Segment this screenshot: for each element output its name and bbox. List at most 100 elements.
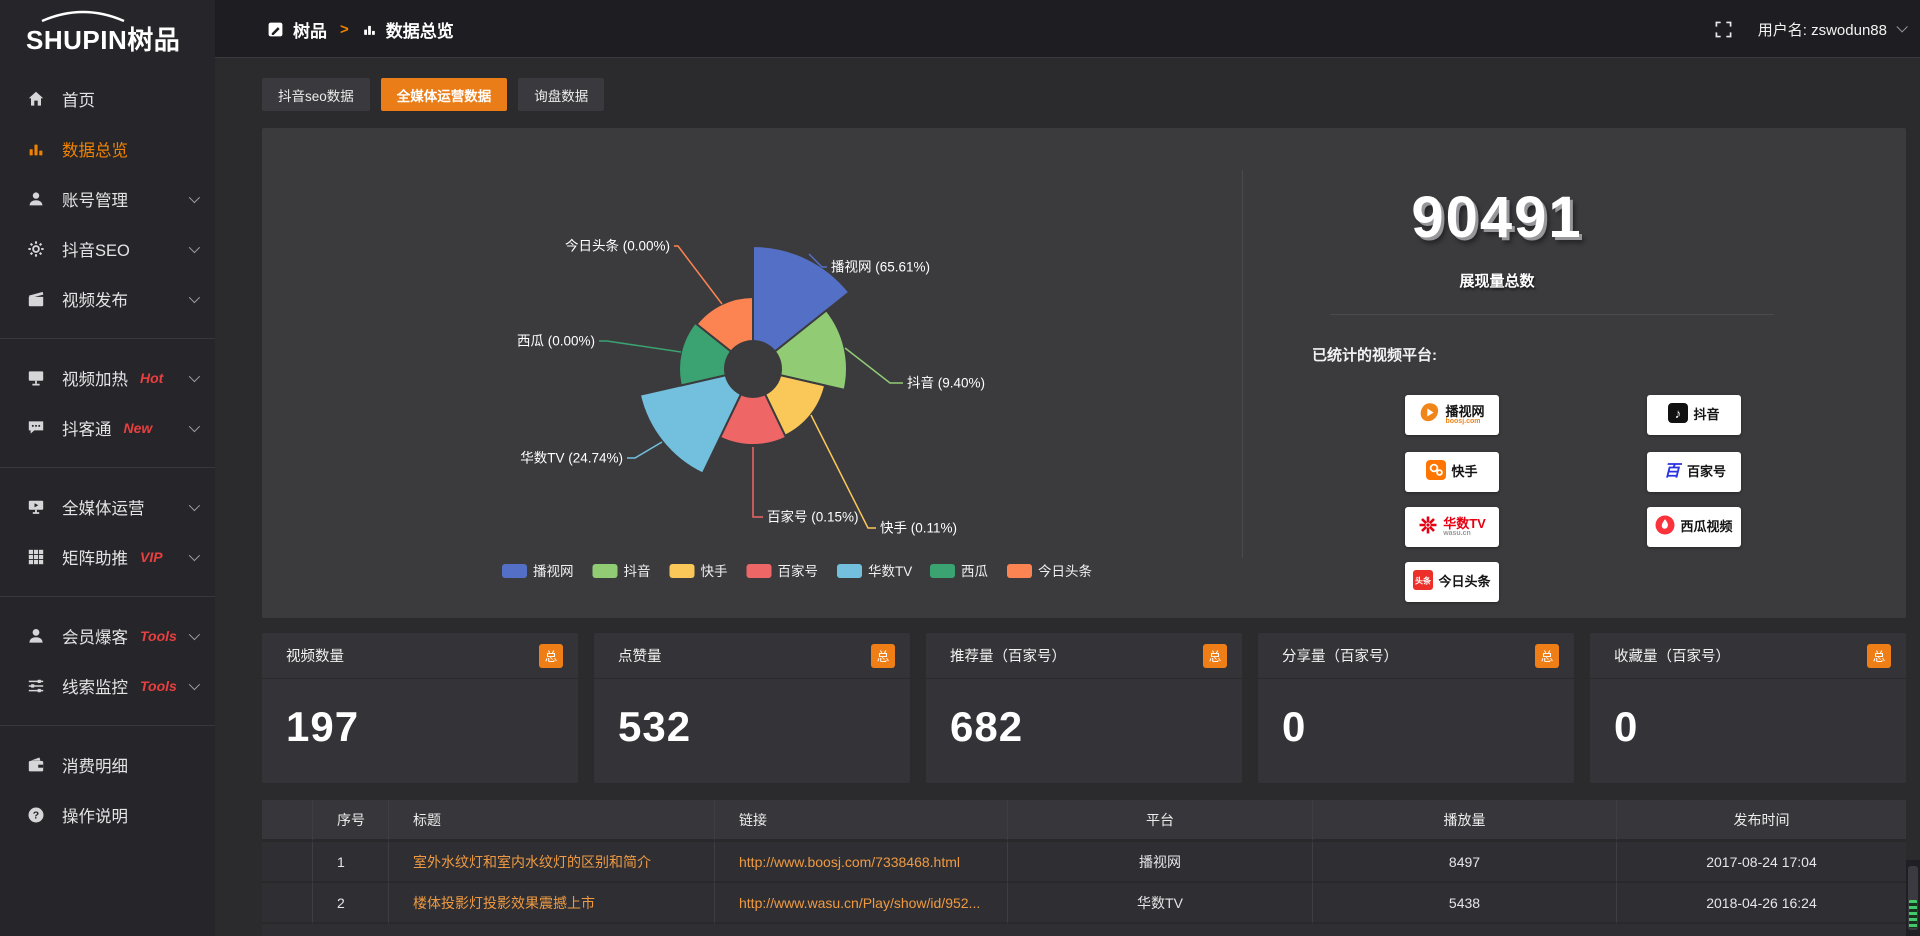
pie-slice-5[interactable] — [638, 374, 743, 475]
stat-card-5: 收藏量（百家号） 总 0 — [1590, 633, 1906, 783]
platform-sub: wasu.cn — [1443, 530, 1471, 538]
toutiao-logo: 头条 — [1413, 569, 1434, 595]
platform-name: 华数TV — [1443, 515, 1486, 531]
legend-item-7[interactable]: 今日头条 — [1007, 563, 1092, 579]
legend-item-3[interactable]: 快手 — [669, 564, 728, 579]
overview-panel: 播视网 (65.61%) 抖音 (9.40%) 快手 (0.11%) 百家号 (0.1… — [262, 128, 1906, 618]
total-badge[interactable]: 总 — [1203, 643, 1227, 668]
table-row: 2 楼体投影灯投影效果震撼上市 http://www.wasu.cn/Play/sh… — [262, 883, 1906, 924]
monitor-icon — [28, 500, 44, 514]
sidebar-item-member-burst[interactable]: 会员爆客 Tools — [0, 611, 215, 661]
tab-3[interactable]: 询盘数据 — [518, 78, 605, 111]
stat-card-value: 197 — [286, 703, 360, 750]
svg-text:百: 百 — [1664, 463, 1682, 480]
sidebar: SHUPIN树品 首页 数据总览 账号管理 抖音SEO 视频发布 视频加热 Hot 抖客通 Ne… — [0, 0, 215, 936]
sidebar-item-badge: New — [123, 420, 153, 436]
stat-card-header: 收藏量（百家号） 总 — [1590, 633, 1906, 679]
pie-slice-2[interactable] — [773, 308, 848, 392]
cell-link[interactable]: http://www.boosj.com/7338468.html — [715, 842, 1008, 883]
chevron-down-icon — [188, 191, 201, 204]
wasu-logo — [1418, 515, 1438, 540]
cell-num: 1 — [313, 842, 389, 883]
user-icon — [29, 192, 43, 206]
sliders-icon — [28, 679, 44, 693]
sidebar-item-video-publish[interactable]: 视频发布 — [0, 274, 215, 324]
table-header-row: 序号 标题 链接 平台 播放量 发布时间 — [262, 800, 1906, 842]
platform-name: 抖音 — [1693, 407, 1720, 423]
svg-text:?: ? — [33, 809, 39, 821]
fullscreen-icon[interactable] — [1715, 21, 1732, 38]
total-badge[interactable]: 总 — [1867, 643, 1891, 668]
total-badge[interactable]: 总 — [1535, 643, 1559, 668]
tab-1[interactable]: 抖音seo数据 — [262, 78, 370, 111]
stat-card-value: 682 — [950, 703, 1024, 750]
breadcrumb: 树品 > 数据总览 — [267, 0, 454, 58]
legend-label: 西瓜 — [961, 564, 989, 579]
impressions-total-value: 90491 — [1411, 185, 1583, 250]
pie-label: 快手 (0.11%) — [880, 521, 957, 536]
platform-badge-6: 西瓜视频 — [1647, 507, 1741, 547]
grid-icon — [28, 549, 44, 565]
legend-item-2[interactable]: 抖音 — [592, 563, 651, 579]
cell-link[interactable]: http://www.wasu.cn/Play/show/id/952... — [715, 883, 1008, 924]
user-menu[interactable]: 用户名: zswodun88 — [1758, 19, 1908, 40]
chat-icon — [28, 421, 44, 434]
pie-label-line — [599, 340, 682, 353]
scrollbar-thumb[interactable] — [1908, 866, 1918, 930]
bar-chart-icon — [363, 25, 375, 35]
sidebar-item-operation-guide[interactable]: ? 操作说明 — [0, 790, 215, 840]
chevron-down-icon — [188, 291, 201, 304]
sidebar-item-label: 抖音SEO — [62, 242, 130, 260]
sidebar-item-data-overview[interactable]: 数据总览 — [0, 124, 215, 174]
cell-title[interactable]: 楼体投影灯投影效果震撼上市 — [389, 883, 715, 924]
legend-item-4[interactable]: 百家号 — [746, 563, 819, 579]
sidebar-item-omni-media[interactable]: 全媒体运营 — [0, 482, 215, 532]
sidebar-item-account-manage[interactable]: 账号管理 — [0, 174, 215, 224]
help-icon: ? — [28, 807, 44, 823]
sidebar-item-badge: Tools — [140, 628, 177, 644]
stat-card-value: 532 — [618, 703, 692, 750]
column-header-6: 发布时间 — [1617, 800, 1906, 842]
header-checkbox-cell — [262, 800, 313, 842]
legend-item-5[interactable]: 华数TV — [837, 564, 912, 579]
platform-name: 播视网 — [1445, 403, 1485, 419]
sidebar-item-matrix-boost[interactable]: 矩阵助推 VIP — [0, 532, 215, 582]
cell-title[interactable]: 室外水纹灯和室内水纹灯的区别和简介 — [389, 842, 715, 883]
horizontal-divider — [1330, 314, 1774, 315]
stat-card-label: 收藏量（百家号） — [1614, 649, 1730, 665]
breadcrumb-current[interactable]: 数据总览 — [385, 21, 454, 41]
platforms-label: 已统计的视频平台: — [1312, 347, 1437, 364]
platform-name: 西瓜视频 — [1680, 519, 1733, 535]
pie-slice-7[interactable] — [695, 295, 754, 353]
legend-label: 快手 — [701, 564, 728, 579]
sidebar-item-clue-monitor[interactable]: 线索监控 Tools — [0, 661, 215, 711]
pie-slice-6[interactable] — [678, 321, 733, 387]
cell-num: 2 — [313, 883, 389, 924]
column-header-1: 序号 — [313, 800, 389, 842]
breadcrumb-root[interactable]: 树品 — [293, 21, 327, 41]
legend-item-6[interactable]: 西瓜 — [930, 564, 989, 579]
svg-text:头条: 头条 — [1415, 575, 1432, 585]
sidebar-item-label: 视频发布 — [62, 292, 128, 310]
sidebar-item-douketong[interactable]: 抖客通 New — [0, 403, 215, 453]
cell-time: 2018-04-26 16:24 — [1617, 883, 1906, 924]
sidebar-item-label: 消费明细 — [62, 758, 128, 776]
stat-card-header: 视频数量 总 — [262, 633, 578, 679]
pie-label: 今日头条 (0.00%) — [565, 238, 670, 254]
vertical-divider — [1242, 170, 1243, 558]
sidebar-menu: 首页 数据总览 账号管理抖音SEO 视频发布视频加热 Hot 抖客通 New 全媒体运营 矩阵助… — [0, 70, 215, 840]
sidebar-item-video-heat[interactable]: 视频加热 Hot — [0, 353, 215, 403]
sidebar-item-home[interactable]: 首页 — [0, 74, 215, 124]
stat-card-label: 分享量（百家号） — [1282, 649, 1398, 665]
total-badge[interactable]: 总 — [871, 643, 895, 668]
column-header-2: 标题 — [389, 800, 715, 842]
scrollbar-track[interactable] — [1906, 860, 1920, 936]
home-icon — [28, 91, 44, 106]
platform-badge-5: 华数TV wasu.cn — [1405, 507, 1499, 547]
legend-item-1[interactable]: 播视网 — [502, 564, 574, 579]
total-badge[interactable]: 总 — [539, 643, 563, 668]
tab-2[interactable]: 全媒体运营数据 — [380, 78, 508, 111]
pie-slice-1[interactable] — [752, 244, 851, 353]
sidebar-item-douyin-seo[interactable]: 抖音SEO — [0, 224, 215, 274]
sidebar-item-consume-detail[interactable]: 消费明细 — [0, 740, 215, 790]
